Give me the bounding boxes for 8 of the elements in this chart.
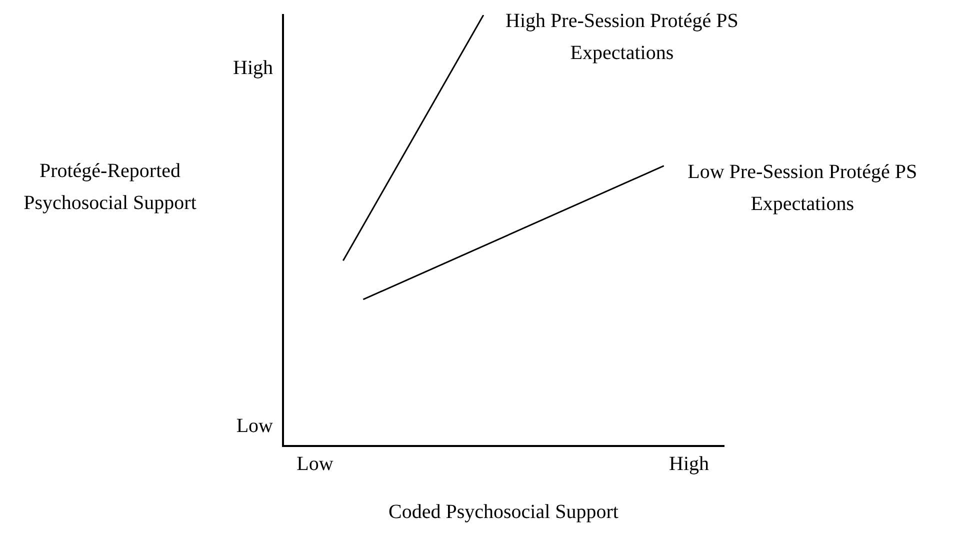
series-label: High Pre-Session Protégé PS Expectations: [504, 9, 740, 66]
x-axis-title: Coded Psychosocial Support: [388, 500, 620, 525]
text: High: [668, 452, 710, 477]
text: High: [232, 56, 273, 81]
text: Low: [296, 452, 334, 477]
series-label: Low Pre-Session Protégé PS Expectations: [686, 160, 918, 217]
y-axis-title: Protégé-Reported Psychosocial Support: [22, 159, 198, 216]
text: Low: [235, 414, 273, 439]
